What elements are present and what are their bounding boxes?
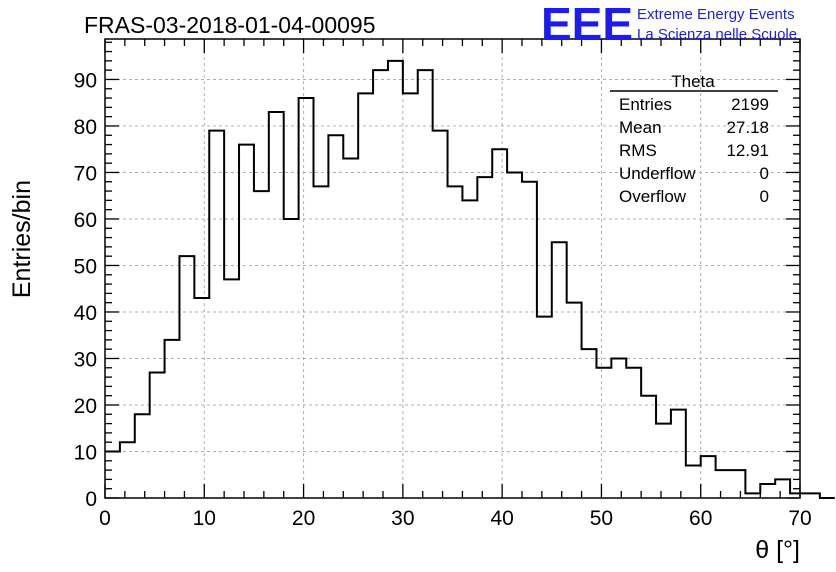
tick-labels: 0 10 20 30 40 50 60 70 0 10 20 30 40 50 60 70 80 90 bbox=[74, 69, 812, 530]
x-tick-label: 40 bbox=[490, 507, 513, 530]
stats-label: Underflow bbox=[619, 164, 696, 183]
y-tick-label: 70 bbox=[74, 162, 97, 185]
y-tick-label: 20 bbox=[74, 395, 97, 418]
logo-line-2: La Scienza nelle Scuole bbox=[637, 26, 797, 43]
stats-value: 0 bbox=[760, 187, 769, 206]
logo-mark: EEE bbox=[541, 0, 633, 50]
y-tick-label: 80 bbox=[74, 116, 97, 139]
stats-value: 2199 bbox=[731, 95, 769, 114]
stats-label: Entries bbox=[619, 95, 672, 114]
y-tick-label: 60 bbox=[74, 209, 97, 232]
stats-label: Overflow bbox=[619, 187, 687, 206]
stats-box-title: Theta bbox=[671, 72, 715, 91]
axis-ticks bbox=[104, 39, 801, 499]
logo: EEE Extreme Energy Events La Scienza nel… bbox=[541, 0, 797, 50]
stats-box: Theta Entries 2199 Mean 27.18 RMS 12.91 Underf… bbox=[610, 72, 778, 206]
x-tick-label: 30 bbox=[391, 507, 414, 530]
x-tick-label: 60 bbox=[689, 507, 712, 530]
histogram-outline bbox=[105, 59, 835, 499]
x-tick-label: 70 bbox=[788, 507, 811, 530]
y-axis-label: Entries/bin bbox=[8, 180, 36, 298]
grid-lines bbox=[105, 39, 800, 498]
stats-label: Mean bbox=[619, 118, 662, 137]
stats-value: 0 bbox=[760, 164, 769, 183]
y-tick-label: 10 bbox=[74, 441, 97, 464]
stats-label: RMS bbox=[619, 141, 657, 160]
x-tick-label: 0 bbox=[99, 507, 111, 530]
x-tick-label: 10 bbox=[193, 507, 216, 530]
x-tick-label: 50 bbox=[590, 507, 613, 530]
y-tick-label: 0 bbox=[85, 488, 97, 511]
stats-value: 12.91 bbox=[726, 141, 769, 160]
x-tick-label: 20 bbox=[292, 507, 315, 530]
stats-value: 27.18 bbox=[726, 118, 769, 137]
chart-title: FRAS-03-2018-01-04-00095 bbox=[84, 12, 376, 38]
y-tick-label: 40 bbox=[74, 302, 97, 325]
plot-frame bbox=[104, 38, 801, 499]
stats-rows: Entries 2199 Mean 27.18 RMS 12.91 Underflow 0 Ov… bbox=[619, 95, 769, 206]
y-tick-label: 90 bbox=[74, 69, 97, 92]
y-tick-label: 30 bbox=[74, 348, 97, 371]
y-tick-label: 50 bbox=[74, 255, 97, 278]
x-axis-label: θ [°] bbox=[755, 536, 800, 564]
logo-line-1: Extreme Energy Events bbox=[637, 6, 795, 23]
